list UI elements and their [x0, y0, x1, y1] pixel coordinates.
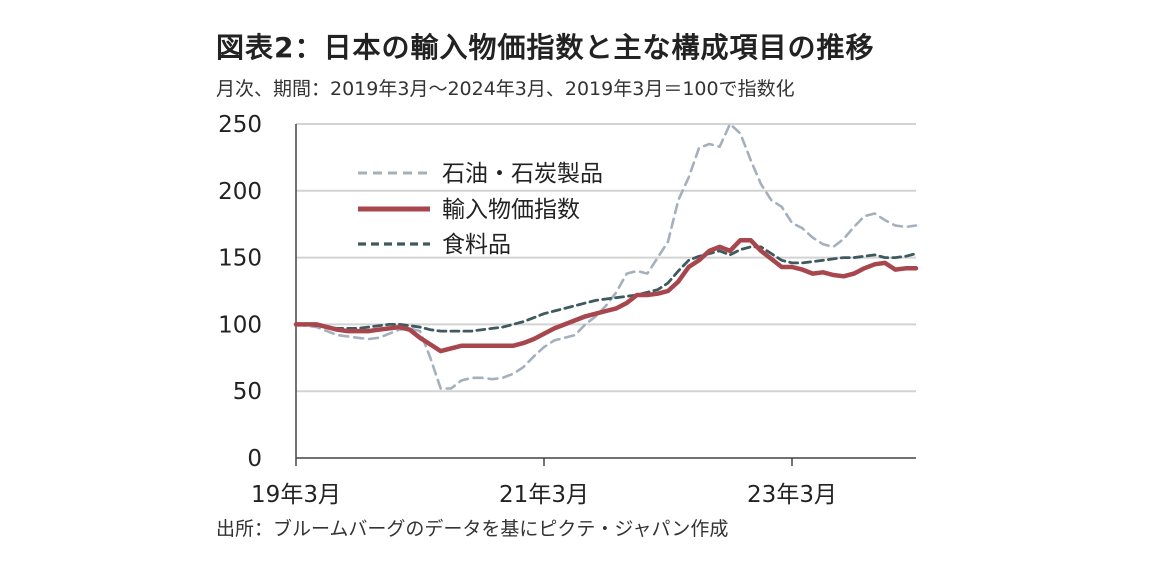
- legend-label: 石油・石炭製品: [442, 161, 603, 187]
- y-tick-label: 200: [218, 179, 262, 205]
- x-tick-label: 21年3月: [499, 482, 589, 508]
- chart-subtitle: 月次、期間：2019年3月～2024年3月、2019年3月＝100で指数化: [216, 78, 795, 100]
- x-tick-label: 19年3月: [251, 482, 341, 508]
- y-tick-label: 150: [218, 246, 262, 272]
- y-tick-label: 100: [218, 312, 262, 338]
- y-tick-label: 250: [218, 112, 262, 138]
- y-tick-label: 0: [247, 446, 262, 472]
- y-tick-label: 50: [233, 379, 262, 405]
- x-tick-label: 23年3月: [747, 482, 837, 508]
- chart-title: 図表2：日本の輸入物価指数と主な構成項目の推移: [216, 31, 875, 64]
- legend-label: 輸入物価指数: [442, 197, 580, 223]
- series-line-1: [294, 122, 918, 390]
- legend-label: 食料品: [442, 232, 511, 258]
- series-line-2: [293, 237, 919, 354]
- source-note: 出所：ブルームバーグのデータを基にピクテ・ジャパン作成: [216, 518, 729, 540]
- series-line-3: [294, 245, 918, 333]
